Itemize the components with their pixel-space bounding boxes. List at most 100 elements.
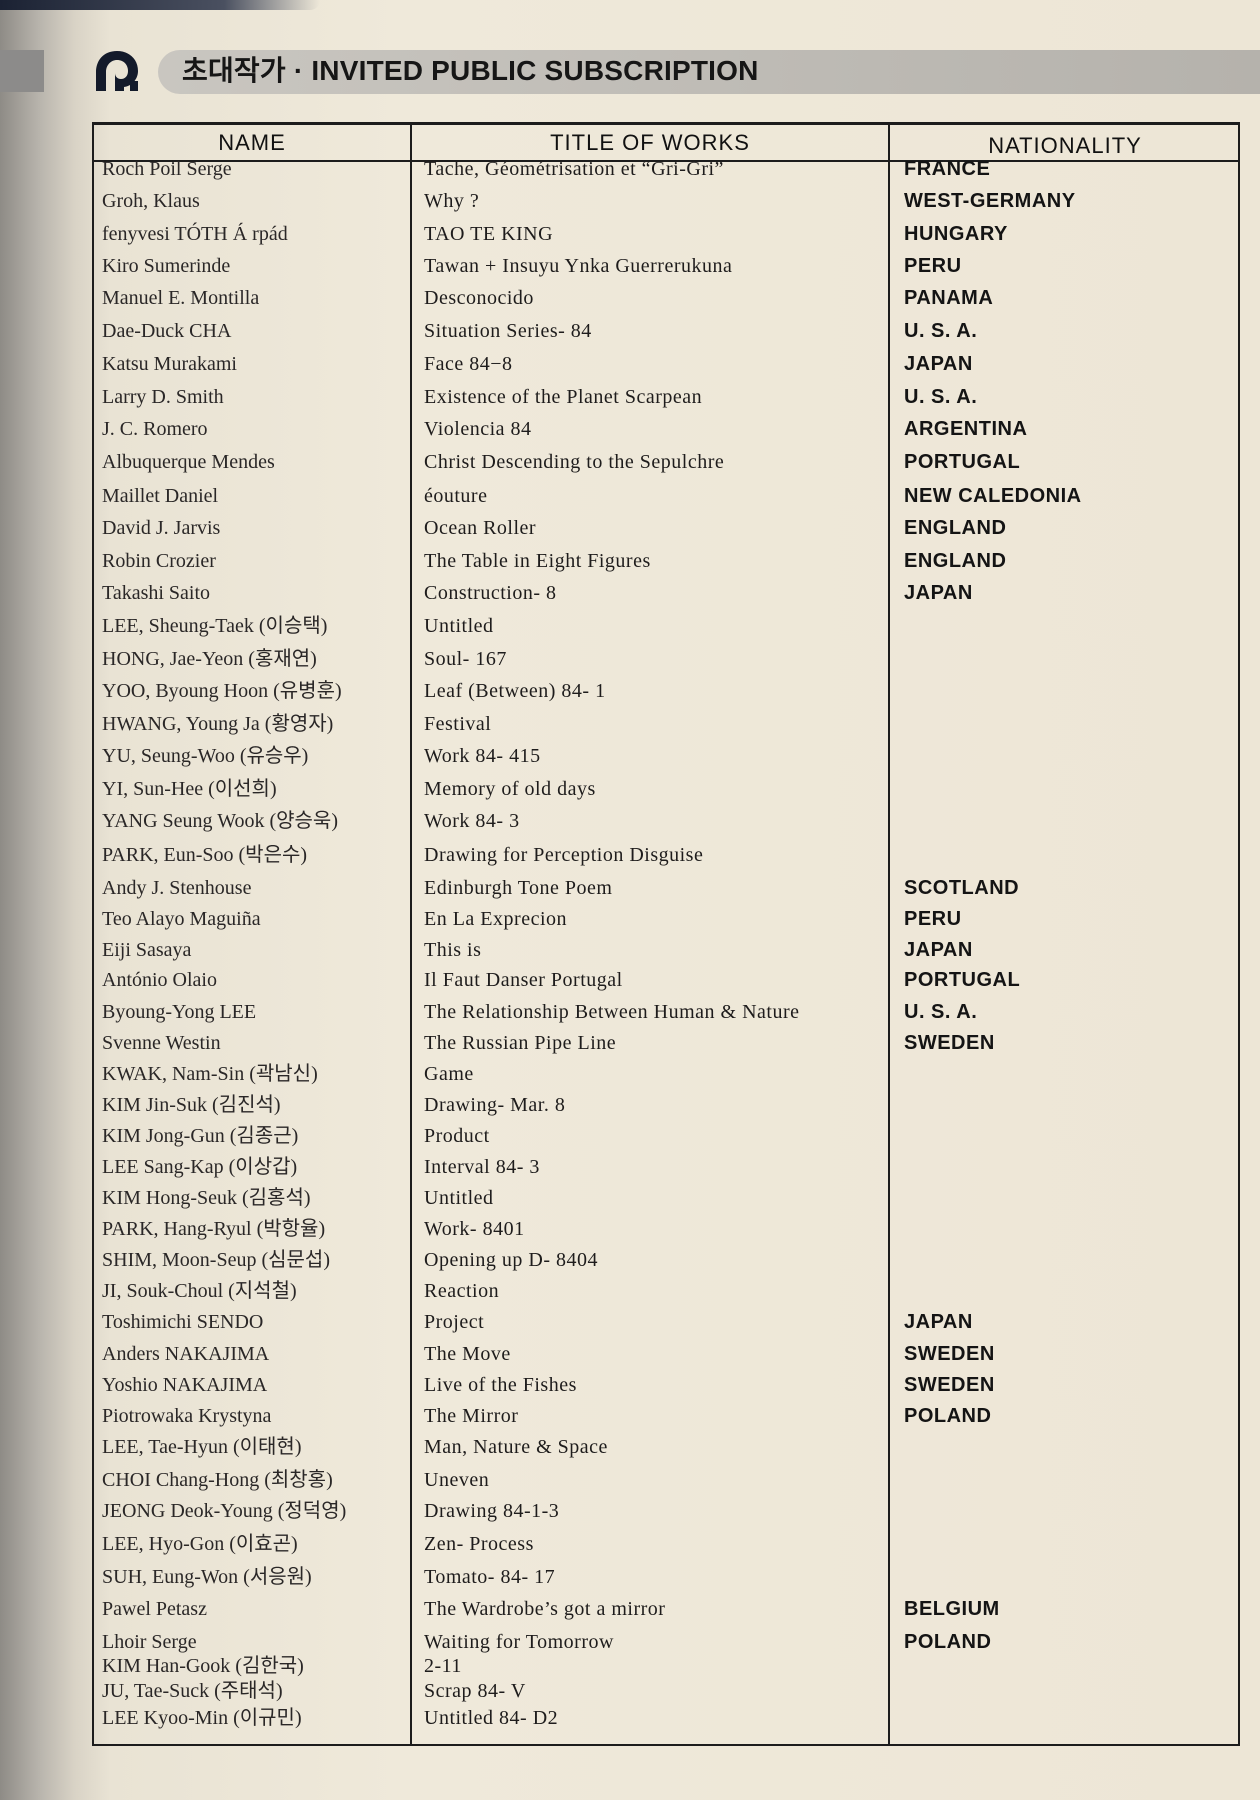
table-cell-title: Drawing 84-1-3 xyxy=(424,1500,560,1523)
page-edge-shadow xyxy=(0,0,320,10)
spiral-logo-icon xyxy=(96,51,138,91)
table-cell-name: LEE, Sheung-Taek (이승택) xyxy=(102,615,328,638)
table-cell-title: Work 84- 415 xyxy=(424,745,541,768)
table-cell-title: Work- 8401 xyxy=(424,1217,525,1240)
table-cell-name: KIM Hong-Seuk (김홍석) xyxy=(102,1186,311,1209)
table-cell-name: SHIM, Moon-Seup (심문섭) xyxy=(102,1248,330,1271)
table-cell-title: The Mirror xyxy=(424,1404,519,1427)
table-cell-name: KIM Jin-Suk (김진석) xyxy=(102,1093,281,1116)
table-cell-nationality: ENGLAND xyxy=(904,550,1007,572)
table-cell-title: The Relationship Between Human & Nature xyxy=(424,1000,800,1023)
table-cell-name: YI, Sun-Hee (이선희) xyxy=(102,778,277,801)
table-cell-name: Kiro Sumerinde xyxy=(102,255,231,278)
side-tab-marker xyxy=(0,50,44,92)
table-cell-name: Byoung-Yong LEE xyxy=(102,1000,257,1023)
table-cell-nationality: SWEDEN xyxy=(904,1031,995,1054)
table-cell-nationality: BELGIUM xyxy=(904,1597,1000,1620)
table-cell-title: Ocean Roller xyxy=(424,516,537,539)
table-cell-name: PARK, Eun-Soo (박은수) xyxy=(102,843,308,866)
table-cell-nationality: WEST-GERMANY xyxy=(904,189,1076,212)
table-cell-name: David J. Jarvis xyxy=(102,516,221,539)
column-header-name: NAME xyxy=(218,130,286,155)
table-cell-nationality: SWEDEN xyxy=(904,1373,995,1396)
table-cell-name: KWAK, Nam-Sin (곽남신) xyxy=(102,1062,318,1085)
table-cell-nationality: U. S. A. xyxy=(904,385,978,408)
table-cell-title: The Russian Pipe Line xyxy=(424,1031,617,1054)
table-cell-title: Edinburgh Tone Poem xyxy=(424,877,613,900)
table-cell-title: Construction- 8 xyxy=(424,582,557,605)
table-cell-nationality: U. S. A. xyxy=(904,1000,978,1023)
table-cell-name: Roch Poil Serge xyxy=(102,157,232,180)
table-cell-name: HONG, Jae-Yeon (홍재연) xyxy=(102,647,317,670)
table-cell-name: JEONG Deok-Young (정덕영) xyxy=(102,1500,347,1523)
table-cell-title: Game xyxy=(424,1062,474,1085)
table-cell-nationality: PORTUGAL xyxy=(904,968,1021,991)
table-cell-name: SUH, Eung-Won (서응원) xyxy=(102,1565,312,1588)
table-cell-name: CHOI Chang-Hong (최창홍) xyxy=(102,1469,333,1492)
table-cell-title: Leaf (Between) 84- 1 xyxy=(424,679,606,702)
table-cell-name: Manuel E. Montilla xyxy=(102,287,260,310)
table-cell-title: Scrap 84- V xyxy=(424,1680,526,1703)
table-cell-name: KIM Han-Gook (김한국) xyxy=(102,1655,304,1678)
table-cell-title: Opening up D- 8404 xyxy=(424,1248,598,1271)
table-cell-name: PARK, Hang-Ryul (박항율) xyxy=(102,1217,326,1240)
table-cell-title: Work 84- 3 xyxy=(424,810,520,833)
table-cell-nationality: PANAMA xyxy=(904,287,994,310)
table-cell-title: Tache, Géométrisation et “Gri-Gri” xyxy=(424,157,724,180)
table-cell-nationality: HUNGARY xyxy=(904,222,1008,245)
table-cell-nationality: JAPAN xyxy=(904,582,973,605)
table-cell-title: En La Exprecion xyxy=(424,908,567,931)
table-cell-title: Memory of old days xyxy=(424,778,596,801)
table-cell-title: Situation Series- 84 xyxy=(424,320,592,343)
table-cell-nationality: SWEDEN xyxy=(904,1342,995,1365)
table-cell-name: Takashi Saito xyxy=(102,582,211,605)
table-cell-nationality: NEW CALEDONIA xyxy=(904,484,1082,507)
table-cell-name: fenyvesi TÓTH Á rpád xyxy=(102,222,288,245)
column-divider xyxy=(888,125,890,1744)
table-cell-title: Product xyxy=(424,1124,490,1147)
table-cell-name: Anders NAKAJIMA xyxy=(102,1342,270,1365)
table-cell-title: Christ Descending to the Sepulchre xyxy=(424,451,725,474)
table-cell-name: António Olaio xyxy=(102,968,217,991)
table-cell-name: LEE Kyoo-Min (이규민) xyxy=(102,1706,302,1729)
table-cell-title: Untitled 84- D2 xyxy=(424,1706,559,1729)
table-cell-name: Piotrowaka Krystyna xyxy=(102,1404,272,1427)
table-cell-title: Waiting for Tomorrow xyxy=(424,1630,614,1653)
table-cell-name: YU, Seung-Woo (유승우) xyxy=(102,745,309,768)
table-cell-name: LEE, Hyo-Gon (이효곤) xyxy=(102,1533,298,1556)
table-cell-nationality: ENGLAND xyxy=(904,516,1007,539)
column-divider xyxy=(410,125,412,1744)
section-banner xyxy=(158,50,1260,94)
table-cell-title: Live of the Fishes xyxy=(424,1373,577,1396)
table-cell-name: HWANG, Young Ja (황영자) xyxy=(102,712,334,735)
table-cell-title: Tawan + Insuyu Ynka Guerrerukuna xyxy=(424,255,733,278)
header-divider xyxy=(94,160,1238,162)
table-cell-name: YANG Seung Wook (양승욱) xyxy=(102,810,338,833)
table-cell-name: Lhoir Serge xyxy=(102,1630,197,1653)
table-cell-title: Man, Nature & Space xyxy=(424,1435,608,1458)
table-cell-nationality: FRANCE xyxy=(904,157,991,180)
table-cell-title: Soul- 167 xyxy=(424,647,507,670)
table-cell-title: Face 84−8 xyxy=(424,352,513,375)
table-cell-title: Interval 84- 3 xyxy=(424,1155,540,1178)
table-cell-nationality: JAPAN xyxy=(904,939,973,962)
table-cell-title: Zen- Process xyxy=(424,1533,534,1556)
table-cell-title: Existence of the Planet Scarpean xyxy=(424,385,703,408)
table-cell-title: Drawing- Mar. 8 xyxy=(424,1093,566,1116)
table-cell-name: Yoshio NAKAJIMA xyxy=(102,1373,268,1396)
column-header-nationality: NATIONALITY xyxy=(988,133,1142,158)
table-cell-nationality: U. S. A. xyxy=(904,320,978,343)
table-cell-title: Drawing for Perception Disguise xyxy=(424,843,704,866)
table-cell-nationality: PERU xyxy=(904,255,962,278)
table-cell-name: YOO, Byoung Hoon (유병훈) xyxy=(102,679,342,702)
table-cell-nationality: JAPAN xyxy=(904,1310,973,1333)
table-cell-nationality: PORTUGAL xyxy=(904,451,1021,474)
table-cell-title: TAO TE KING xyxy=(424,222,554,245)
table-cell-title: Festival xyxy=(424,712,492,735)
table-cell-title: Reaction xyxy=(424,1279,500,1302)
table-cell-name: Maillet Daniel xyxy=(102,484,219,507)
table-cell-title: éouture xyxy=(424,484,488,507)
table-cell-name: Dae-Duck CHA xyxy=(102,320,232,343)
table-cell-name: Eiji Sasaya xyxy=(102,939,192,962)
table-cell-nationality: POLAND xyxy=(904,1404,992,1427)
